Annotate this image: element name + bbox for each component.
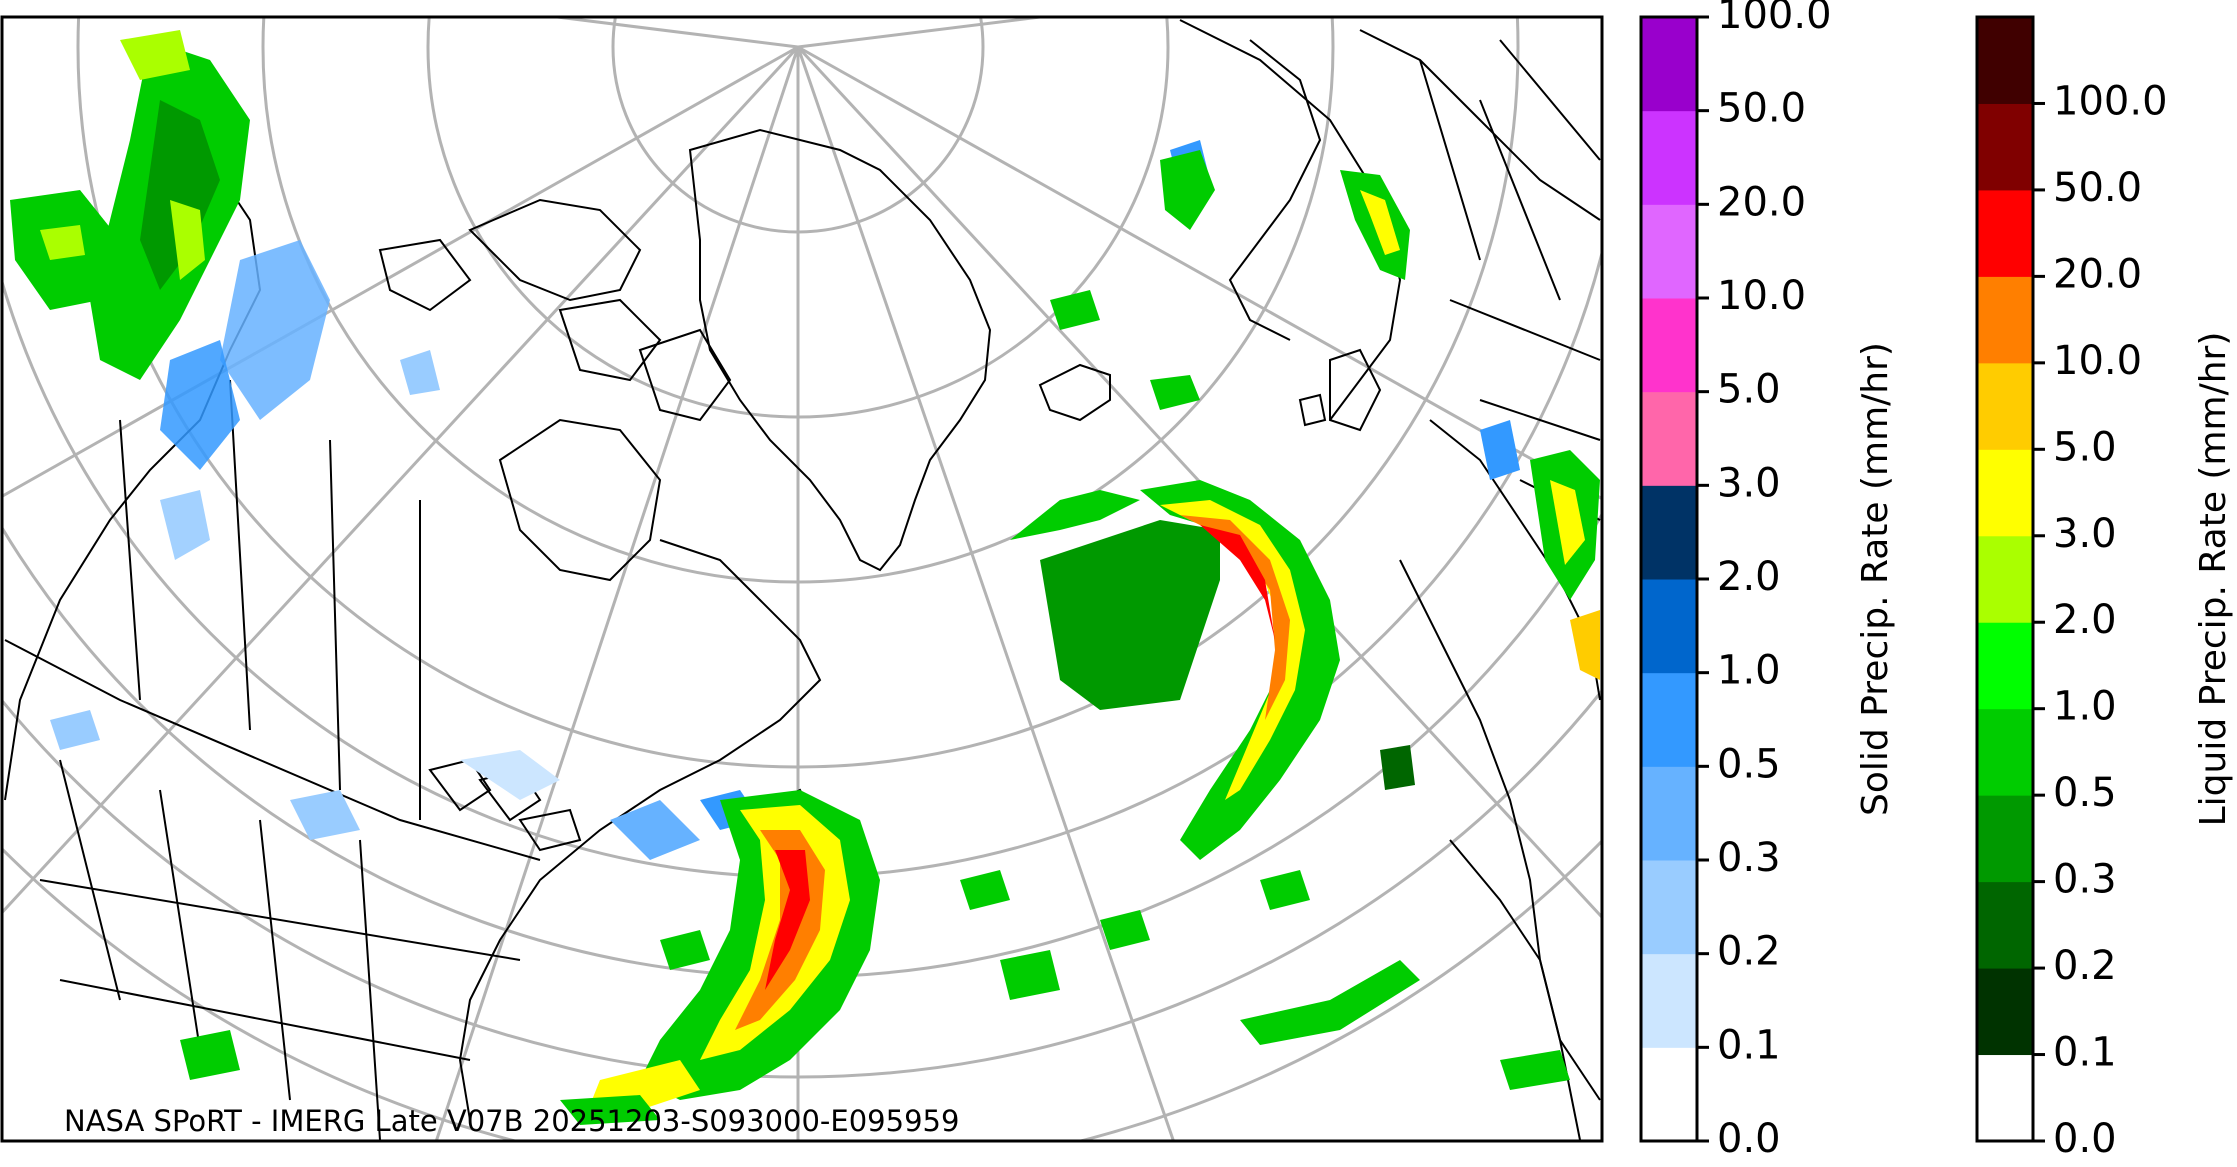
solid-colorbar-swatch-6 <box>1641 485 1697 580</box>
liquid-colorbar-tick-label: 100.0 <box>2053 78 2168 124</box>
solid-colorbar-swatch-7 <box>1641 391 1697 486</box>
solid-colorbar-swatch-8 <box>1641 298 1697 393</box>
solid-colorbar-swatch-5 <box>1641 579 1697 674</box>
liquid-colorbar-swatch-10 <box>1977 189 2033 277</box>
solid-colorbar-tick-label: 0.1 <box>1717 1022 1781 1068</box>
solid-colorbar-swatch-4 <box>1641 672 1697 767</box>
map-panel <box>2 17 1602 1141</box>
liquid-colorbar-tick-label: 0.3 <box>2053 857 2117 903</box>
solid-colorbar-swatch-0 <box>1641 1047 1697 1142</box>
liquid-colorbar-swatch-9 <box>1977 276 2033 364</box>
map-frame <box>0 15 1604 1143</box>
credit-label: NASA SPoRT - IMERG Late V07B 20251203-S0… <box>64 1104 959 1138</box>
solid-colorbar-swatch-1 <box>1641 953 1697 1048</box>
liquid-colorbar-tick-label: 50.0 <box>2053 165 2142 211</box>
liquid-precip-pacific <box>10 30 250 380</box>
solid-colorbar-tick-label: 50.0 <box>1717 86 1806 132</box>
liquid-colorbar-swatch-4 <box>1977 708 2033 796</box>
solid-precip-areas <box>50 140 1520 860</box>
solid-colorbar-tick-label: 10.0 <box>1717 273 1806 319</box>
liquid-colorbar-title: Liquid Precip. Rate (mm/hr) <box>2193 332 2234 827</box>
solid-colorbar-swatch-2 <box>1641 860 1697 955</box>
liquid-colorbar-swatch-5 <box>1977 622 2033 710</box>
solid-colorbar-swatch-3 <box>1641 766 1697 861</box>
solid-colorbar-swatch-10 <box>1641 110 1697 205</box>
liquid-colorbar-tick-label: 10.0 <box>2053 338 2142 384</box>
liquid-colorbar-tick-label: 3.0 <box>2053 511 2117 557</box>
liquid-colorbar-tick-label: 0.2 <box>2053 943 2117 989</box>
liquid-colorbar-tick-label: 1.0 <box>2053 684 2117 730</box>
liquid-colorbar-swatch-0 <box>1977 1054 2033 1142</box>
liquid-precip-europe-scattered <box>180 150 1600 1090</box>
liquid-colorbar-swatch-7 <box>1977 449 2033 537</box>
liquid-colorbar-swatch-3 <box>1977 795 2033 883</box>
liquid-colorbar-tick-label: 20.0 <box>2053 251 2142 297</box>
solid-colorbar-tick-label: 0.5 <box>1717 741 1781 787</box>
solid-colorbar-tick-label: 2.0 <box>1717 554 1781 600</box>
liquid-colorbar-swatch-12 <box>1977 17 2033 104</box>
solid-colorbar-tick-label: 0.2 <box>1717 929 1781 975</box>
solid-colorbar-tick-label: 20.0 <box>1717 179 1806 225</box>
liquid-colorbar-swatch-2 <box>1977 881 2033 969</box>
solid-colorbar-tick-label: 100.0 <box>1717 0 1832 38</box>
solid-precip-colorbar: 0.0 0.1 0.2 0.3 0.5 1.0 2.0 3.0 5.0 10.0 20.0 50.0 1… <box>1639 0 1832 1162</box>
liquid-colorbar-swatch-8 <box>1977 362 2033 450</box>
liquid-precip-colorbar: 0.0 0.1 0.2 0.3 0.5 1.0 2.0 3.0 5.0 10.0 20.0 50.0 1… <box>1975 15 2168 1162</box>
liquid-colorbar-frame <box>1975 15 2035 1143</box>
liquid-colorbar-swatch-11 <box>1977 103 2033 191</box>
solid-colorbar-swatch-9 <box>1641 204 1697 299</box>
solid-colorbar-tick-label: 3.0 <box>1717 460 1781 506</box>
solid-colorbar-tick-label: 0.0 <box>1717 1116 1781 1162</box>
liquid-colorbar-swatch-6 <box>1977 535 2033 623</box>
solid-colorbar-title: Solid Precip. Rate (mm/hr) <box>1855 342 1896 816</box>
liquid-colorbar-tick-label: 2.0 <box>2053 597 2117 643</box>
liquid-colorbar-tick-label: 0.0 <box>2053 1116 2117 1162</box>
liquid-colorbar-tick-label: 5.0 <box>2053 424 2117 470</box>
liquid-colorbar-tick-label: 0.5 <box>2053 770 2117 816</box>
solid-colorbar-swatch-11 <box>1641 17 1697 112</box>
solid-colorbar-tick-label: 5.0 <box>1717 367 1781 413</box>
liquid-colorbar-swatch-1 <box>1977 968 2033 1056</box>
liquid-precip-east-coast <box>560 790 880 1125</box>
solid-colorbar-tick-label: 1.0 <box>1717 648 1781 694</box>
solid-colorbar-tick-label: 0.3 <box>1717 835 1781 881</box>
liquid-precip-atlantic-storm <box>1010 480 1340 860</box>
liquid-colorbar-tick-label: 0.1 <box>2053 1030 2117 1076</box>
